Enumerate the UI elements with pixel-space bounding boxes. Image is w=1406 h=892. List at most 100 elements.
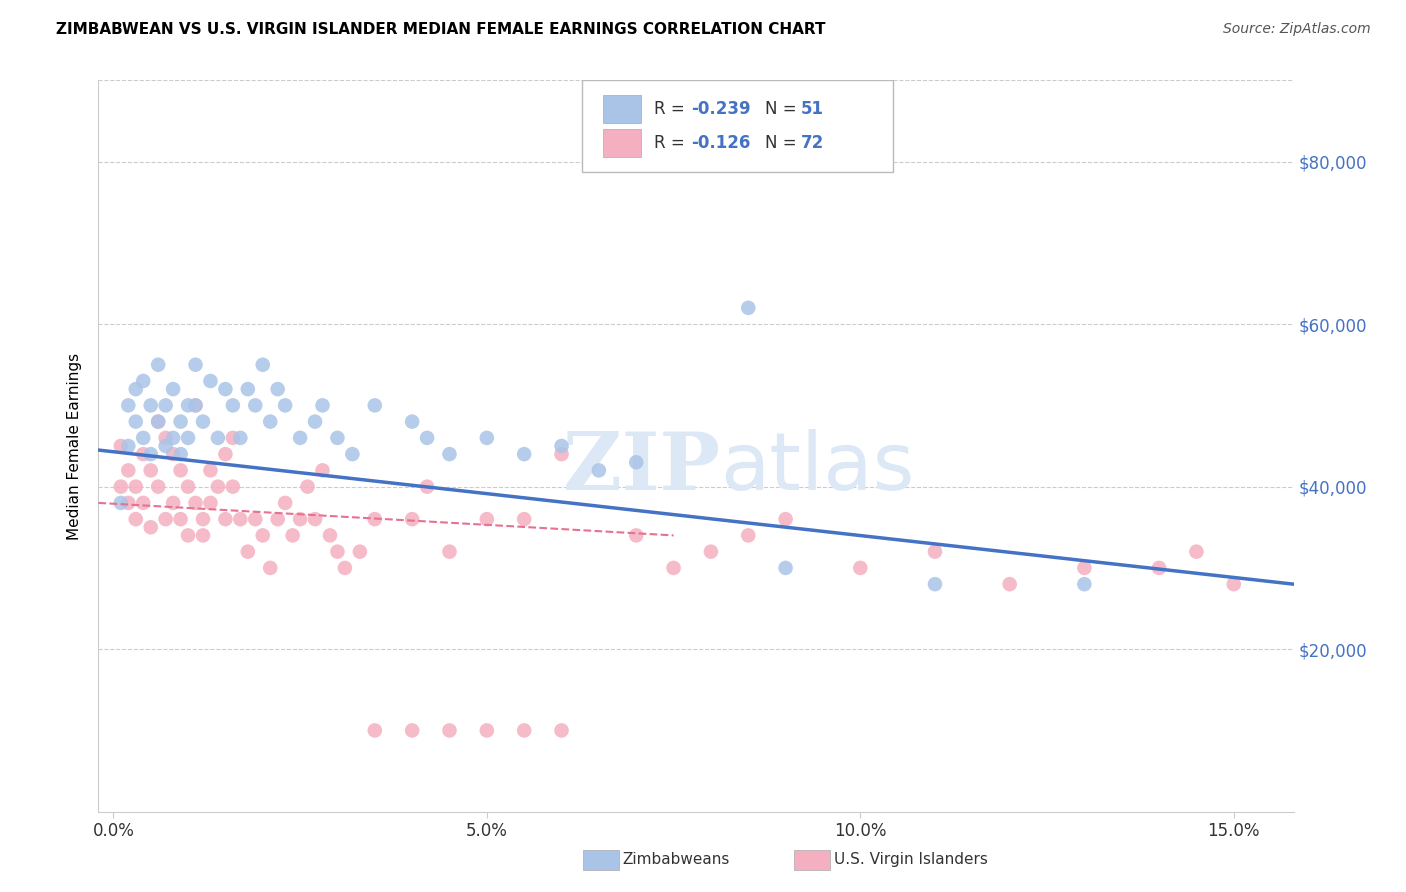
Point	[1147, 561, 1170, 575]
Text: R =: R =	[654, 100, 690, 118]
Point	[162, 496, 184, 510]
Point	[110, 496, 132, 510]
Point	[775, 561, 797, 575]
Point	[439, 447, 461, 461]
Point	[439, 544, 461, 558]
Point	[588, 463, 610, 477]
Point	[737, 301, 759, 315]
Text: N =: N =	[765, 134, 803, 153]
FancyBboxPatch shape	[582, 80, 893, 171]
Point	[550, 723, 572, 738]
Point	[626, 455, 648, 469]
Point	[132, 447, 155, 461]
Point	[304, 415, 326, 429]
Point	[274, 496, 297, 510]
Point	[148, 415, 170, 429]
Point	[401, 723, 423, 738]
Point	[155, 512, 177, 526]
Point	[1185, 544, 1208, 558]
Point	[364, 512, 387, 526]
Point	[252, 528, 274, 542]
Bar	[603, 129, 641, 157]
Point	[288, 512, 311, 526]
Point	[662, 561, 685, 575]
Point	[117, 463, 139, 477]
Point	[169, 415, 191, 429]
Point	[148, 358, 170, 372]
Point	[259, 561, 281, 575]
Point	[245, 512, 267, 526]
Point	[222, 431, 245, 445]
Text: N =: N =	[765, 100, 803, 118]
Point	[281, 528, 304, 542]
Point	[252, 358, 274, 372]
Point	[132, 431, 155, 445]
Point	[311, 398, 333, 412]
Point	[626, 528, 648, 542]
Point	[267, 512, 290, 526]
Point	[117, 439, 139, 453]
Point	[311, 463, 333, 477]
Point	[333, 561, 356, 575]
Point	[267, 382, 290, 396]
Point	[349, 544, 371, 558]
Point	[139, 463, 162, 477]
Point	[998, 577, 1021, 591]
Point	[416, 431, 439, 445]
Point	[184, 398, 207, 412]
Point	[401, 415, 423, 429]
Text: ZIMBABWEAN VS U.S. VIRGIN ISLANDER MEDIAN FEMALE EARNINGS CORRELATION CHART: ZIMBABWEAN VS U.S. VIRGIN ISLANDER MEDIA…	[56, 22, 825, 37]
Point	[110, 439, 132, 453]
Point	[364, 723, 387, 738]
Text: -0.126: -0.126	[692, 134, 751, 153]
Text: U.S. Virgin Islanders: U.S. Virgin Islanders	[834, 853, 987, 867]
Point	[169, 463, 191, 477]
Point	[139, 447, 162, 461]
Point	[191, 512, 214, 526]
Text: 51: 51	[801, 100, 824, 118]
Point	[162, 382, 184, 396]
Point	[550, 439, 572, 453]
Point	[550, 447, 572, 461]
Point	[177, 431, 200, 445]
Point	[245, 398, 267, 412]
Point	[229, 512, 252, 526]
Point	[326, 431, 349, 445]
Point	[924, 544, 946, 558]
Point	[513, 447, 536, 461]
Point	[132, 374, 155, 388]
Point	[117, 496, 139, 510]
Point	[184, 358, 207, 372]
Point	[229, 431, 252, 445]
Point	[236, 382, 259, 396]
Point	[155, 439, 177, 453]
Point	[513, 723, 536, 738]
Point	[125, 480, 148, 494]
Text: atlas: atlas	[720, 429, 914, 507]
Text: Source: ZipAtlas.com: Source: ZipAtlas.com	[1223, 22, 1371, 37]
Point	[439, 723, 461, 738]
Point	[342, 447, 364, 461]
Point	[162, 447, 184, 461]
Bar	[603, 95, 641, 123]
Point	[214, 382, 236, 396]
Point	[326, 544, 349, 558]
Point	[475, 512, 498, 526]
Point	[416, 480, 439, 494]
Point	[1073, 561, 1095, 575]
Point	[304, 512, 326, 526]
Point	[1223, 577, 1246, 591]
Point	[132, 496, 155, 510]
Point	[184, 496, 207, 510]
Point	[288, 431, 311, 445]
Point	[177, 528, 200, 542]
Point	[236, 544, 259, 558]
Point	[125, 382, 148, 396]
Point	[1073, 577, 1095, 591]
Point	[169, 512, 191, 526]
Point	[177, 480, 200, 494]
Point	[401, 512, 423, 526]
Point	[259, 415, 281, 429]
Point	[214, 447, 236, 461]
Point	[207, 431, 229, 445]
